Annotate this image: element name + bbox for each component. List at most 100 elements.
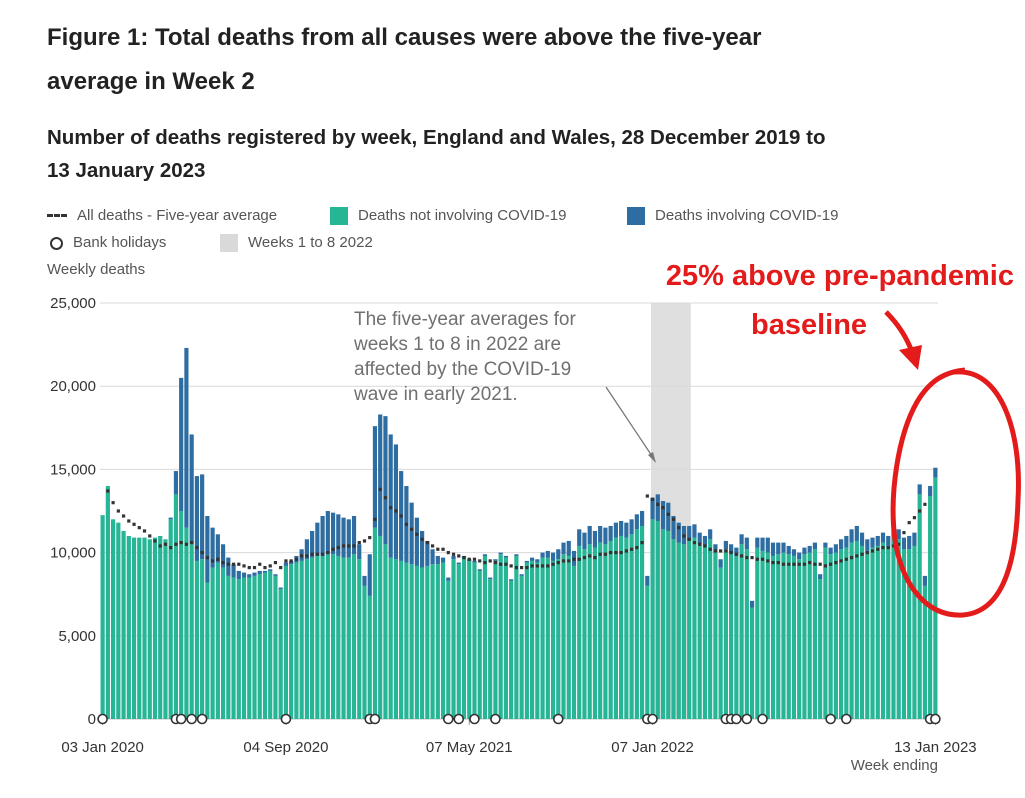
average-point (310, 552, 314, 556)
average-point (588, 554, 592, 558)
average-point (300, 554, 304, 558)
average-point (650, 497, 655, 501)
average-point (530, 564, 534, 568)
bar-non-covid (131, 537, 137, 719)
overlay-red-arrowhead (899, 345, 922, 370)
bar-non-covid (336, 555, 341, 719)
average-point (252, 565, 257, 570)
bar-covid (226, 557, 231, 576)
bar-non-covid (676, 542, 681, 719)
average-point (268, 564, 272, 568)
bar-non-covid (425, 565, 430, 719)
average-point (504, 562, 508, 566)
bank-holiday-marker (741, 713, 753, 725)
bar-covid (765, 537, 770, 553)
bar-non-covid (870, 547, 875, 719)
average-point (656, 502, 660, 506)
average-point (729, 551, 733, 555)
bar-covid (744, 537, 749, 550)
bar-non-covid (205, 582, 210, 719)
legend-bank-label: Bank holidays (73, 234, 167, 251)
x-tick-label: 04 Sep 2020 (243, 739, 328, 756)
bar-covid (797, 552, 802, 560)
bar-covid (414, 517, 419, 566)
bar-non-covid (467, 560, 472, 719)
bank-holiday-marker (757, 713, 768, 725)
bar-non-covid (739, 544, 744, 719)
bar-non-covid (692, 537, 697, 719)
bar-covid (870, 537, 875, 548)
bar-non-covid (252, 575, 257, 719)
average-point (546, 564, 550, 568)
bar-covid (577, 529, 582, 546)
bar-non-covid (393, 559, 399, 719)
bar-non-covid (420, 567, 425, 719)
y-tick-label: 25,000 (50, 295, 96, 312)
bar-covid (650, 497, 655, 520)
average-point (514, 565, 518, 570)
bar-non-covid (770, 555, 776, 719)
bar-covid (529, 557, 535, 561)
bar-non-covid (493, 560, 498, 719)
average-point (472, 557, 477, 561)
bar-non-covid (435, 564, 440, 719)
average-point (692, 541, 697, 545)
bar-non-covid (158, 535, 163, 719)
bar-covid (330, 512, 336, 555)
average-point (687, 537, 691, 541)
bar-non-covid (807, 552, 812, 719)
bar-non-covid (561, 554, 566, 719)
bar-non-covid (325, 554, 330, 719)
average-point (844, 557, 848, 561)
average-point (163, 542, 168, 546)
bar-non-covid (802, 554, 807, 719)
bar-non-covid (498, 554, 503, 719)
bar-non-covid (854, 540, 859, 719)
bar-non-covid (341, 557, 346, 719)
average-point (368, 536, 372, 540)
bar-covid (205, 515, 210, 583)
average-point (834, 560, 838, 565)
average-point (493, 560, 498, 565)
average-point (320, 552, 325, 556)
average-point (142, 529, 147, 533)
average-point (231, 562, 236, 566)
y-tick-label: 0 (88, 711, 96, 728)
bar-covid (179, 377, 184, 511)
legend-covid: Deaths involving COVID-19 (627, 207, 838, 226)
bar-covid (854, 525, 859, 541)
bar-non-covid (278, 589, 283, 719)
bar-covid (351, 515, 357, 555)
x-tick-labels: 03 Jan 2020 04 Sep 2020 07 May 2021 07 Jan … (61, 719, 977, 756)
average-point (645, 494, 649, 498)
average-point (876, 547, 880, 551)
bar-non-covid (566, 555, 571, 719)
average-point (263, 565, 267, 570)
bar-non-covid (839, 549, 844, 719)
bar-covid (409, 502, 414, 565)
average-point (331, 547, 335, 551)
bar-non-covid (592, 547, 598, 719)
average-point (760, 557, 765, 561)
bar-covid (760, 537, 765, 551)
bank-holiday-marker (731, 713, 742, 725)
bar-covid (770, 542, 776, 556)
bank-holiday-marker (469, 713, 480, 725)
bar-non-covid (613, 537, 618, 719)
bank-holiday-marker (930, 713, 941, 725)
bar-non-covid (116, 522, 121, 719)
average-point (593, 555, 597, 560)
bar-covid (310, 530, 315, 558)
bar-covid (194, 476, 199, 561)
bar-non-covid (891, 535, 896, 719)
bar-non-covid (608, 540, 613, 719)
bar-non-covid (268, 570, 273, 719)
average-point (609, 551, 613, 555)
bar-covid (341, 517, 346, 558)
bar-covid (278, 587, 283, 590)
bar-covid (215, 534, 220, 563)
bar-non-covid (886, 545, 891, 719)
bank-holiday-marker (647, 713, 658, 725)
bar-non-covid (241, 577, 247, 719)
bar-covid (619, 520, 624, 536)
